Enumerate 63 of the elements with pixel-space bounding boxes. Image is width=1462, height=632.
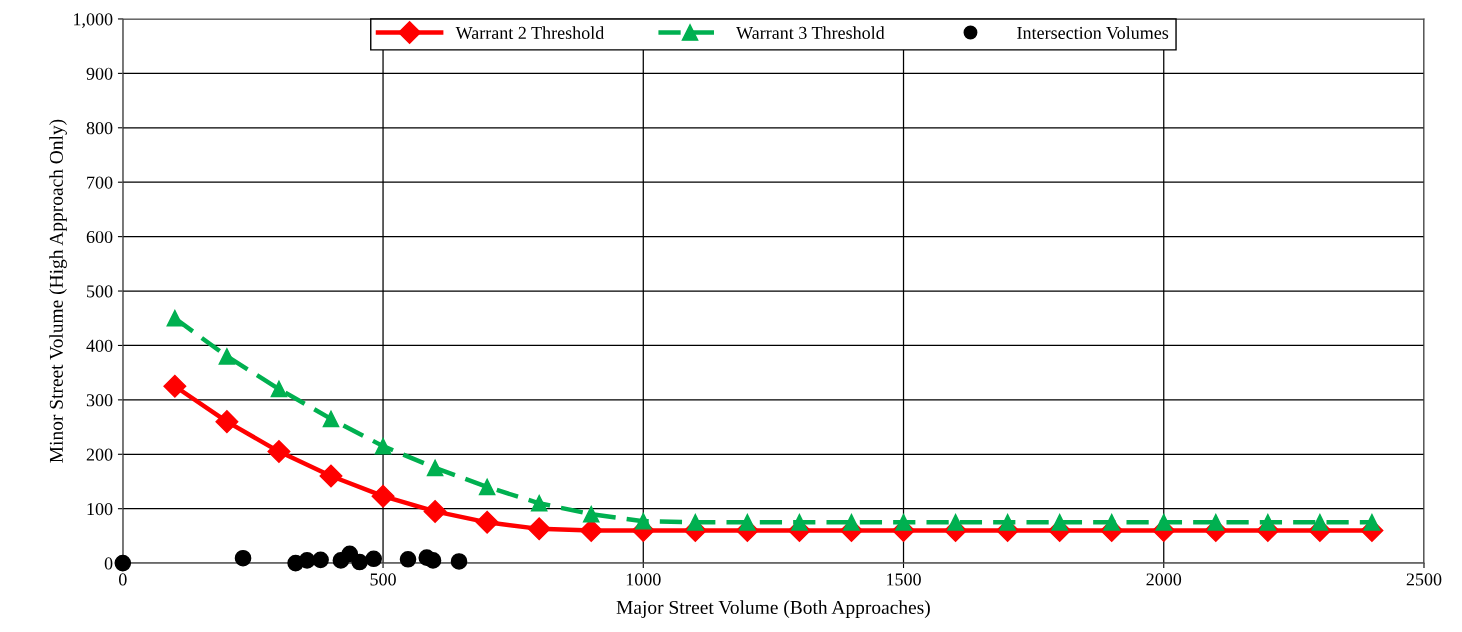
point — [322, 410, 340, 428]
y-tick-label: 600 — [86, 230, 113, 244]
y-tick-label: 100 — [87, 502, 113, 516]
point — [114, 554, 132, 572]
point — [582, 505, 600, 523]
x-tick-label: 500 — [370, 573, 396, 586]
point — [270, 380, 288, 398]
point — [371, 484, 395, 508]
point — [947, 513, 964, 531]
point — [351, 553, 368, 571]
x-tick-label: 0 — [118, 573, 127, 586]
point — [319, 464, 343, 488]
x-tick-label: 1000 — [626, 573, 661, 586]
x-tick-label: 2500 — [1406, 573, 1442, 586]
y-tick-label: 400 — [86, 339, 113, 352]
x-axis-title: Major Street Volume (Both Approaches) — [616, 600, 930, 618]
point — [999, 513, 1016, 531]
point — [166, 309, 184, 327]
point — [218, 348, 236, 365]
y-tick-label: 200 — [86, 448, 113, 461]
legend-label: Intersection Volumes — [1017, 26, 1169, 40]
point — [215, 410, 239, 434]
point — [399, 551, 417, 568]
point — [1311, 513, 1329, 531]
point — [739, 513, 756, 531]
x-tick-label: 2000 — [1146, 573, 1182, 586]
y-tick-label: 900 — [86, 67, 113, 80]
point — [1155, 513, 1173, 531]
y-tick-label: 500 — [87, 285, 113, 298]
point — [365, 550, 382, 568]
y-tick-label: 800 — [86, 122, 113, 135]
legend-label: Warrant 2 Threshold — [455, 26, 605, 40]
y-tick-label: 300 — [86, 394, 113, 407]
point — [298, 552, 316, 569]
point — [1259, 513, 1277, 531]
point — [1363, 513, 1381, 531]
point — [450, 553, 468, 570]
point — [426, 459, 444, 477]
point — [1103, 513, 1121, 531]
point — [424, 552, 442, 569]
point — [234, 549, 252, 567]
point — [634, 512, 652, 530]
point — [791, 513, 808, 531]
point — [163, 374, 187, 398]
point — [686, 513, 704, 531]
x-tick-label: 1500 — [887, 573, 921, 586]
point — [527, 517, 551, 541]
point — [895, 513, 912, 531]
point — [478, 478, 496, 496]
y-tick-label: 700 — [87, 176, 113, 189]
point — [530, 494, 548, 512]
y-axis-title: Minor Street Volume (High Approach Only) — [49, 119, 67, 463]
y-tick-label: 1,000 — [74, 13, 113, 28]
point — [423, 499, 447, 523]
point — [374, 437, 392, 455]
point — [1051, 513, 1068, 531]
y-tick-label: 0 — [104, 557, 113, 570]
point — [1207, 513, 1225, 531]
point — [312, 551, 329, 569]
legend-label: Warrant 3 Threshold — [736, 26, 885, 40]
point — [475, 510, 499, 534]
point — [843, 513, 860, 531]
point — [267, 440, 291, 464]
